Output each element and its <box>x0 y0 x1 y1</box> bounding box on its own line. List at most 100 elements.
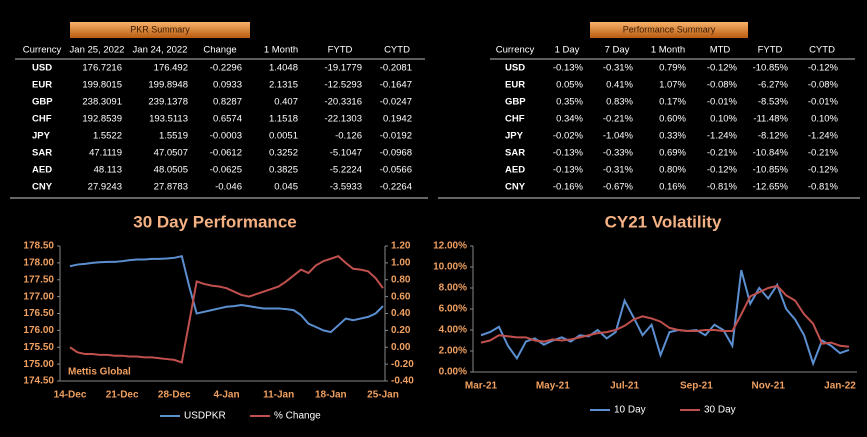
x-tick-label: 18-Jan <box>315 390 347 401</box>
cell: -0.2264 <box>380 182 412 193</box>
cell: 176.7216 <box>82 63 122 74</box>
legend-label: 10 Day <box>614 405 646 416</box>
currency: GBP <box>32 97 53 108</box>
cell: 1.1518 <box>269 114 298 125</box>
cell: 0.10% <box>710 114 737 125</box>
y2-tick-label: 1.00 <box>391 258 411 269</box>
currency: AED <box>32 165 52 176</box>
cell: -0.01% <box>707 97 738 108</box>
y-tick-label: 174.50 <box>23 376 54 387</box>
cell: 0.69% <box>659 148 686 159</box>
perf-title: Performance Summary <box>623 24 716 34</box>
cell: 0.80% <box>659 165 686 176</box>
currency: AED <box>505 165 525 176</box>
cell: 0.3252 <box>269 148 298 159</box>
cell: -0.046 <box>215 182 242 193</box>
cell: 0.10% <box>811 114 838 125</box>
y-tick-label: 176.00 <box>23 325 54 336</box>
cell: 199.8015 <box>82 80 122 91</box>
y-tick-label: 12.00% <box>433 241 467 252</box>
y-tick-label: 178.00 <box>23 258 54 269</box>
y-tick-label: 175.50 <box>23 342 54 353</box>
cell: 0.34% <box>556 114 583 125</box>
cell: 1.5522 <box>93 131 122 142</box>
cell: 0.407 <box>274 97 298 108</box>
x-tick-label: May-21 <box>536 381 570 392</box>
currency: USD <box>505 63 525 74</box>
series-line <box>69 254 384 364</box>
y-tick-label: 8.00% <box>439 283 467 294</box>
column-header: FYTD <box>758 45 783 56</box>
cell: -5.1047 <box>330 148 362 159</box>
cell: -3.5933 <box>330 182 362 193</box>
cell: 192.8539 <box>82 114 122 125</box>
column-header: Jan 24, 2022 <box>133 45 188 56</box>
chart-title: 30 Day Performance <box>133 212 296 231</box>
x-tick-label: 4-Jan <box>213 390 239 401</box>
y2-tick-label: 0.40 <box>391 308 411 319</box>
cell: 1.07% <box>659 80 686 91</box>
y-tick-label: 177.50 <box>23 274 54 285</box>
cell: -0.08% <box>707 80 738 91</box>
currency: JPY <box>505 131 524 142</box>
cell: -5.2224 <box>330 165 362 176</box>
cell: -1.04% <box>603 131 634 142</box>
cell: -0.12% <box>707 63 738 74</box>
y2-tick-label: 0.80 <box>391 274 411 285</box>
x-tick-label: Jan-22 <box>824 381 856 392</box>
cell: -0.12% <box>808 165 839 176</box>
cell: 238.3091 <box>82 97 122 108</box>
column-header: Currency <box>496 45 535 56</box>
annotation: Mettis Global <box>68 367 131 378</box>
cell: -0.12% <box>707 165 738 176</box>
y-tick-label: 6.00% <box>439 304 467 315</box>
cell: 1.5519 <box>159 131 188 142</box>
currency: CNY <box>32 182 53 193</box>
cell: 0.16% <box>659 182 686 193</box>
cell: -20.3316 <box>324 97 362 108</box>
cell: -11.48% <box>753 114 788 125</box>
cell: 0.0051 <box>269 131 298 142</box>
y-tick-label: 178.50 <box>23 241 54 252</box>
cell: -0.31% <box>603 165 634 176</box>
cell: 0.045 <box>274 182 298 193</box>
y2-tick-label: 0.60 <box>391 291 411 302</box>
currency: SAR <box>505 148 525 159</box>
cell: -0.13% <box>553 165 584 176</box>
currency: SAR <box>32 148 52 159</box>
cell: -0.0968 <box>380 148 412 159</box>
x-tick-label: Jul-21 <box>610 381 639 392</box>
cell: -0.33% <box>603 148 634 159</box>
cell: 1.4048 <box>269 63 298 74</box>
currency: CHF <box>505 114 525 125</box>
y2-tick-label: -0.40 <box>391 376 414 387</box>
column-header: 1 Day <box>555 45 580 56</box>
cell: -0.01% <box>808 97 839 108</box>
cell: -19.1779 <box>324 63 362 74</box>
cell: -0.2296 <box>210 63 242 74</box>
cell: -0.81% <box>707 182 738 193</box>
cell: 176.492 <box>154 63 188 74</box>
currency: JPY <box>32 131 51 142</box>
x-tick-label: Mar-21 <box>465 381 498 392</box>
cell: -0.21% <box>808 148 839 159</box>
cell: -0.0003 <box>210 131 242 142</box>
cell: -0.0192 <box>380 131 412 142</box>
cell: -0.12% <box>808 63 839 74</box>
cell: -0.67% <box>603 182 634 193</box>
column-header: 1 Month <box>264 45 298 56</box>
cell: 0.3825 <box>269 165 298 176</box>
column-header: Change <box>203 45 236 56</box>
currency: CNY <box>505 182 526 193</box>
column-header: 1 Month <box>651 45 685 56</box>
cell: 0.60% <box>659 114 686 125</box>
currency: GBP <box>505 97 526 108</box>
cell: 0.05% <box>556 80 583 91</box>
cell: -0.16% <box>553 182 584 193</box>
cell: 239.1378 <box>148 97 188 108</box>
column-header: MTD <box>710 45 731 56</box>
cell: -0.1647 <box>380 80 412 91</box>
cell: -0.2081 <box>380 63 412 74</box>
x-tick-label: 14-Dec <box>54 390 87 401</box>
